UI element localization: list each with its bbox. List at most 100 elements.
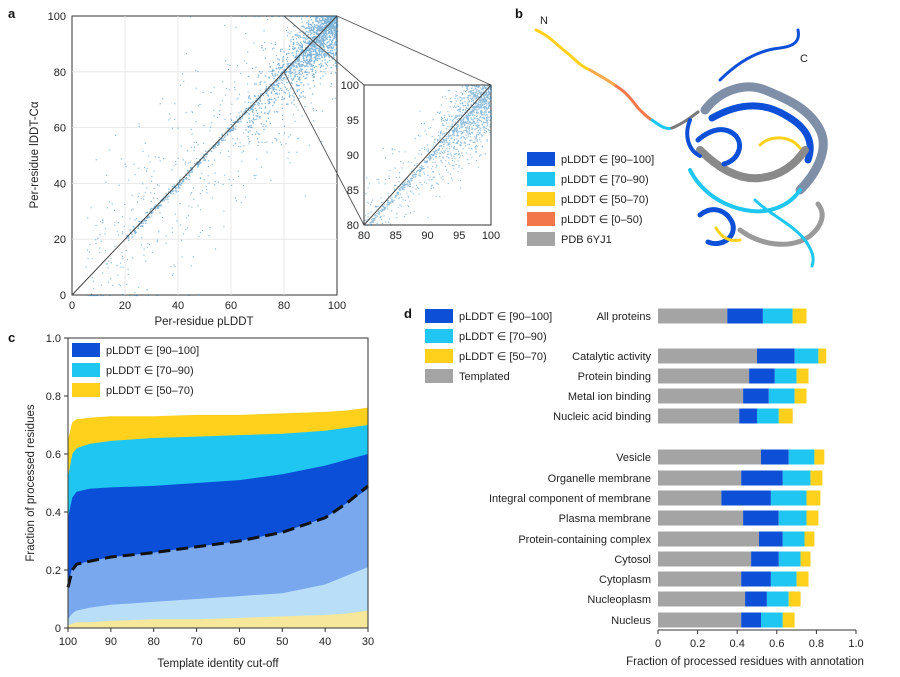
bar-segment-very_high bbox=[761, 449, 789, 465]
area-band-4 bbox=[68, 567, 368, 628]
bar-segment-low bbox=[778, 408, 793, 424]
inset-diagonal bbox=[363, 84, 492, 226]
inset-xtick: 100 bbox=[482, 230, 500, 242]
legend-label: pLDDT ∈ [50–70) bbox=[106, 385, 194, 397]
panel-c-xtick: 90 bbox=[105, 636, 117, 648]
category-label: All proteins bbox=[597, 311, 652, 323]
category-label: Catalytic activity bbox=[572, 351, 651, 363]
panel-label-a: a bbox=[8, 6, 16, 21]
legend-label: pLDDT ∈ [50–70) bbox=[561, 194, 649, 206]
legend-label: pLDDT ∈ [70–90) bbox=[106, 365, 194, 377]
bar-segment-confident bbox=[761, 612, 783, 628]
panel-c-xtick: 80 bbox=[148, 636, 160, 648]
inset-xtick: 90 bbox=[421, 230, 433, 242]
bar-segment-very_high bbox=[749, 368, 775, 384]
bar-segment-confident bbox=[782, 531, 805, 547]
panel-a-ytick: 60 bbox=[54, 123, 66, 135]
bar-segment-low bbox=[806, 510, 819, 526]
bar-segment-templated bbox=[658, 490, 722, 506]
inset-scatter-points bbox=[364, 85, 493, 227]
inset-xticks: 80 85 90 95 100 bbox=[358, 230, 500, 242]
zoom-connector-top-right bbox=[336, 15, 492, 86]
legend-label: pLDDT ∈ [90–100] bbox=[106, 345, 199, 357]
bar-segment-low bbox=[788, 591, 801, 607]
panel-d-category-labels: All proteins Catalytic activity Protein bi… bbox=[489, 311, 652, 627]
panel-a-diagonal bbox=[71, 15, 338, 296]
bar-segment-confident bbox=[794, 348, 819, 364]
scatter-points bbox=[85, 15, 339, 297]
bar-segment-very_high bbox=[745, 591, 767, 607]
category-label: Metal ion binding bbox=[568, 391, 651, 403]
bar-segment-very_high bbox=[727, 308, 763, 324]
panel-a-xlabel: Per-residue pLDDT bbox=[154, 316, 253, 328]
panel-c-xlabel: Template identity cut-off bbox=[157, 658, 279, 670]
legend-swatch-confident bbox=[527, 172, 555, 186]
panel-d-xtick: 0.8 bbox=[809, 638, 824, 650]
panel-c-xtick: 100 bbox=[59, 636, 77, 648]
bar-segment-templated bbox=[658, 368, 750, 384]
legend-label: pLDDT ∈ [90–100] bbox=[561, 154, 654, 166]
bar-segment-templated bbox=[658, 510, 744, 526]
panel-d-bar-chart: pLDDT ∈ [90–100] pLDDT ∈ [70–90) pLDDT ∈ [… bbox=[425, 308, 864, 668]
panel-label-b: b bbox=[515, 6, 523, 21]
panel-a-ytick: 0 bbox=[60, 290, 66, 302]
bar-segment-confident bbox=[762, 308, 793, 324]
legend-label: pLDDT ∈ [90–100] bbox=[459, 311, 552, 323]
bar-segment-templated bbox=[658, 408, 740, 424]
bar-segment-templated bbox=[658, 348, 757, 364]
inset-yticks: 80 85 90 95 100 bbox=[341, 80, 359, 232]
legend-swatch-very_high bbox=[527, 152, 555, 166]
inset-ytick: 85 bbox=[347, 185, 359, 197]
panel-c-legend: pLDDT ∈ [90–100] pLDDT ∈ [70–90) pLDDT ∈ [… bbox=[72, 343, 199, 397]
panel-d-xtick: 0 bbox=[655, 638, 661, 650]
bar-segment-low bbox=[796, 571, 809, 587]
bar-segment-low bbox=[804, 531, 815, 547]
legend-swatch-confident bbox=[72, 363, 100, 377]
category-label: Nucleic acid binding bbox=[553, 411, 651, 423]
legend-swatch-low bbox=[527, 192, 555, 206]
panel-d-xtick: 0.4 bbox=[730, 638, 745, 650]
bar-segment-very_high bbox=[721, 490, 771, 506]
category-label: Protein-containing complex bbox=[518, 534, 651, 546]
bar-segment-confident bbox=[770, 571, 797, 587]
bar-segment-templated bbox=[658, 591, 746, 607]
panel-a-ytick: 100 bbox=[48, 11, 66, 23]
panel-a-scatter: 0 20 40 60 80 100 0 20 40 60 80 100 Per-residue pL… bbox=[29, 11, 500, 328]
panel-c-xtick: 40 bbox=[319, 636, 331, 648]
area-band-5 bbox=[68, 610, 368, 628]
bar-segment-low bbox=[782, 612, 795, 628]
bar-segment-very_high bbox=[759, 531, 783, 547]
legend-label: pLDDT ∈ [70–90) bbox=[561, 174, 649, 186]
panel-a-xtick: 0 bbox=[69, 300, 75, 312]
panel-d-xtick: 0.2 bbox=[690, 638, 705, 650]
bar-segment-templated bbox=[658, 308, 728, 324]
panel-c-ytick: 0.8 bbox=[46, 391, 61, 403]
zoom-connector-top-left bbox=[283, 15, 365, 86]
bar-segment-templated bbox=[658, 612, 742, 628]
protein-ribbon bbox=[685, 28, 828, 268]
inset-xtick: 80 bbox=[358, 230, 370, 242]
panel-c-area-chart: 100 90 80 70 60 50 40 30 0 0.2 0.4 0.6 0.8 1.0 Templ… bbox=[25, 333, 374, 670]
legend-swatch-very_high bbox=[72, 343, 100, 357]
bar-segment-very_high bbox=[741, 470, 783, 486]
c-terminus-label: C bbox=[800, 53, 808, 65]
legend-swatch-templated bbox=[425, 369, 453, 383]
category-label: Nucleus bbox=[611, 615, 651, 627]
inset-ytick: 80 bbox=[347, 220, 359, 232]
panel-a-xticks: 0 20 40 60 80 100 bbox=[69, 300, 346, 312]
bar-segment-templated bbox=[658, 531, 759, 547]
panel-c-frame bbox=[67, 337, 369, 629]
bar-segment-low bbox=[794, 388, 807, 404]
panel-d-bars bbox=[658, 308, 827, 628]
panel-a-xtick: 60 bbox=[225, 300, 237, 312]
panel-a-ytick: 40 bbox=[54, 178, 66, 190]
panel-c-xtick: 60 bbox=[233, 636, 245, 648]
bar-segment-low bbox=[792, 308, 807, 324]
panel-c-xtick: 30 bbox=[362, 636, 374, 648]
bar-segment-confident bbox=[778, 551, 801, 567]
panel-a-yticks: 0 20 40 60 80 100 bbox=[48, 11, 66, 302]
panel-c-areas bbox=[68, 407, 368, 628]
bar-segment-confident bbox=[766, 591, 789, 607]
legend-label: PDB 6YJ1 bbox=[561, 234, 612, 246]
